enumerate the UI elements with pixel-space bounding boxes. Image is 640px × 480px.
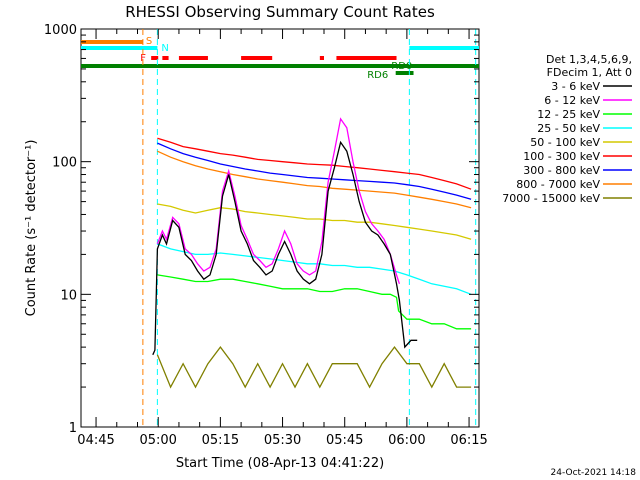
legend-label: 7000 - 15000 keV [502,192,600,205]
series-line-7000-15000-kev [156,346,472,389]
plot-frame [80,28,480,428]
legend-label: 800 - 7000 keV [516,178,600,191]
legend-label: 6 - 12 keV [544,94,600,107]
flag-label: N [161,43,168,54]
legend: Det 1,3,4,5,6,9,FDecim 1, Att 03 - 6 keV… [502,53,632,205]
series-line-12-25-kev [157,274,472,330]
y-axis-label: Count Rate (s⁻¹ detector⁻¹) [24,140,39,317]
y-tick-label: 1 [69,421,77,436]
flag-label: RD6 [367,70,388,81]
count-rate-series [152,117,472,389]
x-axis: 04:45 05:00 05:15 05:30 05:45 06:00 06:15 [77,29,488,448]
footer-timestamp: 24-Oct-2021 14:18 [551,468,637,478]
y-tick-label: 10 [60,288,77,303]
legend-label: 3 - 6 keV [551,80,600,93]
legend-header: FDecim 1, Att 0 [547,66,632,79]
series-line-25-50-kev [157,243,472,295]
legend-label: 25 - 50 keV [537,122,600,135]
series-line-100-300-kev [157,137,472,190]
y-axis: 1 10 100 1000 [44,23,479,436]
legend-label: 300 - 800 keV [523,164,600,177]
legend-header: Det 1,3,4,5,6,9, [546,53,632,66]
observing-flags: SNFRD0RD6 [81,36,479,81]
series-line-50-100-kev [157,203,472,240]
chart-title: RHESSI Observing Summary Count Rates [125,3,435,21]
x-tick-label: 05:00 [139,433,176,448]
x-tick-label: 05:30 [264,433,301,448]
flag-label: S [146,36,152,47]
x-tick-label: 06:15 [450,433,487,448]
legend-label: 12 - 25 keV [537,108,600,121]
series-line-800-7000-kev [157,150,472,209]
y-tick-label: 1000 [44,23,77,38]
x-tick-label: 05:15 [202,433,239,448]
flag-boundaries [142,29,477,427]
x-tick-label: 06:00 [388,433,425,448]
series-line-300-800-kev [157,142,472,200]
x-tick-label: 05:45 [326,433,363,448]
legend-label: 100 - 300 keV [523,150,600,163]
y-tick-label: 100 [52,156,77,171]
series-line-6-12-kev [156,117,401,285]
legend-label: 50 - 100 keV [530,136,600,149]
x-tick-label: 04:45 [77,433,114,448]
x-axis-label: Start Time (08-Apr-13 04:41:22) [176,456,384,471]
series-line-3-6-kev [152,140,418,356]
flag-label: F [140,53,146,64]
